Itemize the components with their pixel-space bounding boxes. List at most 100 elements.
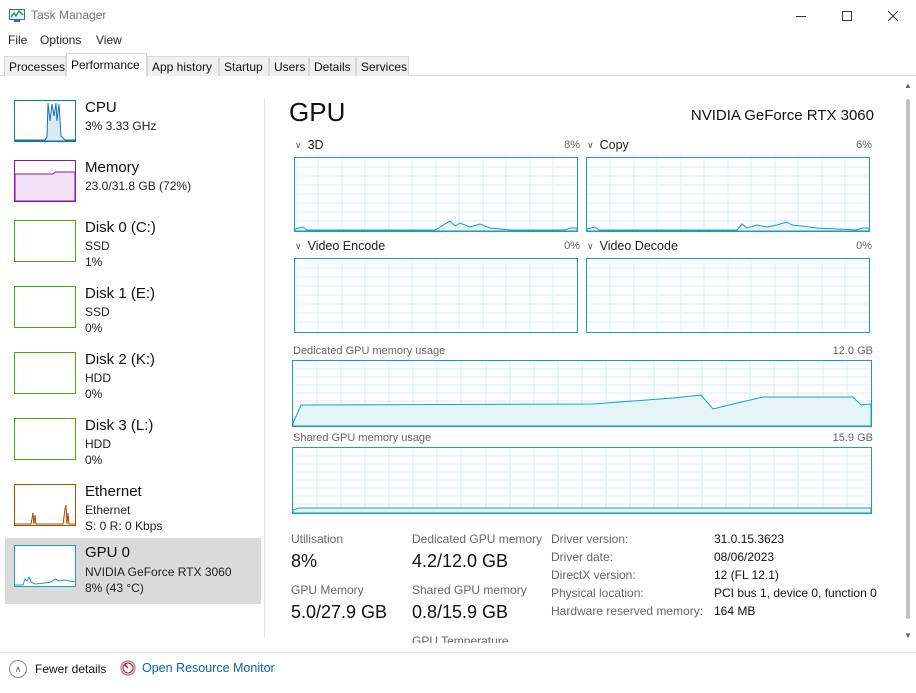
engine-percent: 0% <box>856 240 872 252</box>
shared-memory-max: 15.9 GB <box>832 432 873 444</box>
chevron-down-icon: ∨ <box>587 241 594 251</box>
sidebar-item-detail: 8% (43 °C) <box>85 581 144 595</box>
engine-label: Video Decode <box>599 239 678 253</box>
sidebar-item-gpu-0[interactable]: GPU 0 NVIDIA GeForce RTX 3060 8% (43 °C) <box>5 538 261 604</box>
driver-date-label: Driver date: <box>551 550 614 564</box>
tab-startup[interactable]: Startup <box>219 56 269 76</box>
shared-memory-value: 0.8/15.9 GB <box>412 602 509 622</box>
minimize-icon <box>796 15 806 17</box>
vertical-scrollbar[interactable]: ▲ ▼ <box>901 77 916 652</box>
chevron-up-icon: ∧ <box>9 660 27 678</box>
gpu-memory-label: GPU Memory <box>291 583 364 597</box>
graph-video-encode <box>294 258 578 333</box>
disk-thumbnail-graph <box>14 352 76 394</box>
sidebar-item-detail: 3% 3.33 GHz <box>85 119 157 133</box>
graph-copy <box>586 157 870 232</box>
scroll-down-icon[interactable]: ▼ <box>904 631 912 640</box>
gpu-detail-panel: GPU NVIDIA GeForce RTX 3060 ∨ 3D 8% ∨ Copy… <box>265 77 901 643</box>
sidebar-item-disk-3[interactable]: Disk 3 (L:) HDD 0% <box>5 411 261 477</box>
gpu-temperature-label: GPU Temperature <box>412 634 509 643</box>
tab-processes[interactable]: Processes <box>4 56 66 76</box>
dedicated-memory-graph <box>293 361 871 426</box>
close-button[interactable] <box>870 0 916 31</box>
sidebar-item-label: Memory <box>85 159 140 176</box>
tab-details[interactable]: Details <box>309 56 356 76</box>
dedicated-memory-value: 4.2/12.0 GB <box>412 551 509 571</box>
open-resource-monitor-link[interactable]: Open Resource Monitor <box>120 660 275 676</box>
menu-view[interactable]: View <box>96 33 122 47</box>
engine-selector-copy[interactable]: ∨ Copy <box>587 138 629 152</box>
utilisation-label: Utilisation <box>291 532 344 546</box>
graph-3d <box>294 157 578 232</box>
engine-graph-3d <box>295 158 577 231</box>
sidebar-item-label: Disk 2 (K:) <box>85 351 156 368</box>
directx-version-value: 12 (FL 12.1) <box>714 568 779 582</box>
shared-memory-graph <box>293 448 871 513</box>
chevron-down-icon: ∨ <box>295 241 302 251</box>
tab-strip: Processes Performance App history Startu… <box>0 53 916 77</box>
title-bar: Task Manager <box>0 0 916 31</box>
tab-performance[interactable]: Performance <box>66 53 147 77</box>
scrollbar-thumb[interactable] <box>906 99 910 619</box>
maximize-button[interactable] <box>824 0 870 31</box>
sidebar-item-disk-1[interactable]: Disk 1 (E:) SSD 0% <box>5 279 261 345</box>
close-icon <box>888 10 898 21</box>
cpu-thumbnail-graph <box>14 100 76 142</box>
sidebar-item-detail: 0% <box>85 321 103 335</box>
engine-label: Video Encode <box>307 239 386 253</box>
sidebar-item-detail: 1% <box>85 255 103 269</box>
sidebar-item-type: SSD <box>85 239 110 253</box>
engine-selector-video-encode[interactable]: ∨ Video Encode <box>295 239 385 253</box>
driver-version-label: Driver version: <box>551 532 629 546</box>
performance-sidebar: CPU 3% 3.33 GHz Memory 23.0/31.8 GB (72%… <box>0 77 263 637</box>
disk-thumbnail-graph <box>14 220 76 262</box>
minimize-button[interactable] <box>778 0 824 31</box>
engine-selector-video-decode[interactable]: ∨ Video Decode <box>587 239 678 253</box>
window-title: Task Manager <box>31 8 107 22</box>
sidebar-item-memory[interactable]: Memory 23.0/31.8 GB (72%) <box>5 153 261 219</box>
fewer-details-label: Fewer details <box>35 662 107 676</box>
tab-users[interactable]: Users <box>269 56 309 76</box>
gpu-memory-value: 5.0/27.9 GB <box>291 602 388 622</box>
engine-percent: 8% <box>564 139 580 151</box>
sidebar-item-cpu[interactable]: CPU 3% 3.33 GHz <box>5 93 261 159</box>
maximize-icon <box>842 10 852 21</box>
fewer-details-button[interactable]: ∧ Fewer details <box>9 660 106 678</box>
scroll-up-icon[interactable]: ▲ <box>904 81 912 90</box>
ethernet-thumbnail-graph <box>14 484 76 526</box>
menu-file[interactable]: File <box>8 33 28 47</box>
sidebar-item-detail: 0% <box>85 453 103 467</box>
sidebar-item-type: HDD <box>85 371 111 385</box>
gpu-model-name: NVIDIA GeForce RTX 3060 <box>690 107 874 124</box>
memory-thumbnail-graph <box>14 160 76 202</box>
sidebar-item-disk-0[interactable]: Disk 0 (C:) SSD 1% <box>5 213 261 279</box>
physical-location-label: Physical location: <box>551 586 644 600</box>
shared-memory-graph-label: Shared GPU memory usage <box>293 432 432 444</box>
tab-services[interactable]: Services <box>356 56 409 76</box>
engine-selector-3d[interactable]: ∨ 3D <box>295 138 324 152</box>
sidebar-item-type: Ethernet <box>85 503 131 517</box>
sidebar-item-detail: 23.0/31.8 GB (72%) <box>85 179 192 193</box>
disk-thumbnail-graph <box>14 286 76 328</box>
sidebar-item-disk-2[interactable]: Disk 2 (K:) HDD 0% <box>5 345 261 411</box>
sidebar-item-detail: 0% <box>85 387 103 401</box>
sidebar-item-label: Disk 3 (L:) <box>85 417 154 434</box>
gpu-thumbnail-graph <box>14 545 76 587</box>
menu-bar: File Options View <box>0 31 916 51</box>
tab-app-history[interactable]: App history <box>147 56 219 76</box>
open-resource-monitor-label: Open Resource Monitor <box>142 661 275 675</box>
disk-thumbnail-graph <box>14 418 76 460</box>
sidebar-item-label: CPU <box>85 99 117 116</box>
dedicated-memory-label: Dedicated GPU memory <box>412 532 543 546</box>
directx-version-label: DirectX version: <box>551 568 636 582</box>
sidebar-item-detail: S: 0 R: 0 Kbps <box>85 519 163 533</box>
sidebar-item-label: GPU 0 <box>85 544 131 561</box>
graph-dedicated-memory <box>292 360 872 427</box>
chevron-down-icon: ∨ <box>295 140 302 150</box>
sidebar-item-ethernet[interactable]: Ethernet Ethernet S: 0 R: 0 Kbps <box>5 477 261 543</box>
panel-divider[interactable] <box>264 98 265 638</box>
engine-graph-video-encode <box>295 259 577 332</box>
menu-options[interactable]: Options <box>40 33 82 47</box>
footer-bar: ∧ Fewer details Open Resource Monitor <box>0 652 916 693</box>
task-manager-icon <box>9 9 25 22</box>
